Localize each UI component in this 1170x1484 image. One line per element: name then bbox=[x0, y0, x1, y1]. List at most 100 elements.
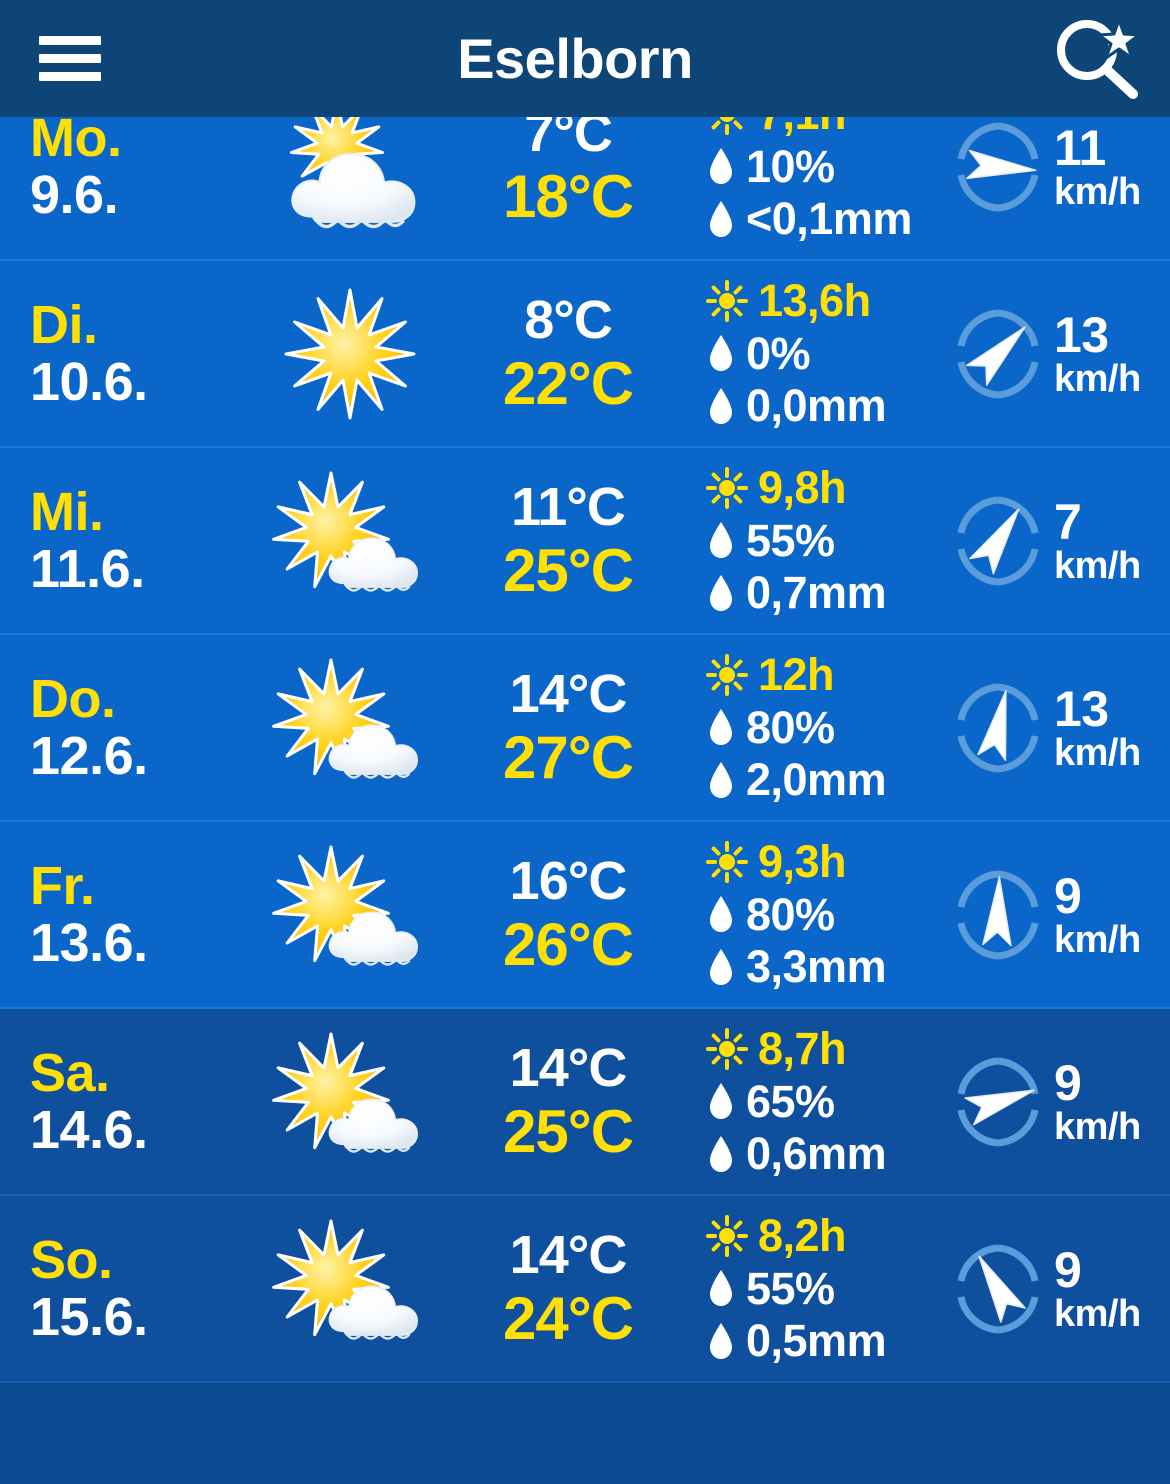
hamburger-menu-icon bbox=[39, 35, 101, 82]
wind-speed-unit: km/h bbox=[1054, 544, 1141, 587]
row-wind-column: 9 km/h bbox=[950, 1243, 1170, 1335]
search-button[interactable] bbox=[1020, 0, 1170, 117]
row-date-column: Mo. 9.6. bbox=[0, 110, 250, 223]
row-details-column: 9,3h 80% 3,3mm bbox=[700, 835, 950, 993]
precip-amount-value: 0,0mm bbox=[746, 380, 887, 432]
sunshine-duration: 9,3h bbox=[706, 835, 950, 887]
date-label: 11.6. bbox=[30, 538, 145, 599]
forecast-row[interactable]: Mi. 11.6. 11°C 25°C 9,8h bbox=[0, 448, 1170, 635]
wind-speed-value: 13 bbox=[1054, 306, 1109, 363]
wind-direction-compass-icon bbox=[957, 496, 1039, 585]
sunshine-duration: 13,6h bbox=[706, 277, 950, 324]
row-date-column: Sa. 14.6. bbox=[0, 1045, 250, 1158]
row-date-column: So. 15.6. bbox=[0, 1232, 250, 1345]
precipitation-probability: 55% bbox=[706, 1262, 950, 1314]
precipitation-amount: 0,7mm bbox=[706, 570, 950, 616]
precip-probability-value: 10% bbox=[746, 140, 835, 192]
row-weather-icon-column bbox=[250, 635, 450, 820]
wind-direction-compass-icon bbox=[957, 1244, 1039, 1333]
forecast-row[interactable]: So. 15.6. 14°C 24°C 8,2h bbox=[0, 1196, 1170, 1383]
precipitation-amount: 0,6mm bbox=[706, 1131, 950, 1177]
wind-direction-compass-icon bbox=[957, 683, 1039, 772]
weekday-label: So. bbox=[30, 1229, 113, 1290]
water-drop-icon bbox=[710, 1323, 732, 1360]
precipitation-amount: 2,0mm bbox=[706, 757, 950, 803]
weekday-label: Mi. bbox=[30, 481, 104, 542]
precip-probability-value: 0% bbox=[746, 327, 811, 379]
wind-text: 13 km/h bbox=[1054, 310, 1141, 398]
water-drop-icon bbox=[710, 949, 732, 986]
precipitation-amount: 0,5mm bbox=[706, 1318, 950, 1364]
water-drop-icon bbox=[710, 148, 732, 185]
temperature-max: 26°C bbox=[502, 911, 634, 979]
forecast-day-list: 8.6. 15°C 4,8mm bbox=[0, 0, 1170, 1383]
row-weather-icon-column bbox=[250, 822, 450, 1007]
forecast-row[interactable]: Do. 12.6. 14°C 27°C 12h bbox=[0, 635, 1170, 822]
row-details-column: 12h 80% 2,0mm bbox=[700, 651, 950, 804]
sun-small-icon bbox=[706, 653, 748, 696]
row-temperature-column: 14°C 24°C bbox=[450, 1225, 700, 1353]
sun-small-icon bbox=[706, 1027, 748, 1070]
row-weather-icon-column bbox=[250, 1009, 450, 1194]
page-title: Eselborn bbox=[457, 27, 693, 90]
menu-button[interactable] bbox=[0, 0, 140, 117]
wind-speed-value: 11 bbox=[1054, 119, 1106, 176]
wind-speed-unit: km/h bbox=[1054, 1292, 1141, 1335]
sunshine-value: 8,7h bbox=[758, 1022, 847, 1074]
date-label: 15.6. bbox=[30, 1286, 148, 1347]
temperature-max: 18°C bbox=[502, 163, 634, 231]
forecast-row[interactable]: Fr. 13.6. 16°C 26°C 9,3h bbox=[0, 822, 1170, 1009]
water-drop-icon bbox=[710, 522, 732, 559]
precip-amount-value: <0,1mm bbox=[746, 193, 912, 245]
water-drop-icon bbox=[710, 1083, 732, 1120]
row-weather-icon-column bbox=[250, 1196, 450, 1381]
weekday-label: Do. bbox=[30, 668, 116, 729]
temperature-min: 16°C bbox=[509, 850, 628, 911]
temperature-min: 8°C bbox=[524, 289, 613, 350]
wind-text: 9 km/h bbox=[1054, 871, 1141, 959]
temperature-min: 14°C bbox=[509, 1224, 628, 1285]
water-drop-icon bbox=[710, 709, 732, 746]
sun-with-cloud-icon bbox=[272, 1219, 418, 1340]
precip-amount-value: 0,5mm bbox=[746, 1315, 887, 1367]
row-wind-column: 13 km/h bbox=[950, 308, 1170, 400]
wind-text: 7 km/h bbox=[1054, 497, 1141, 585]
sunshine-duration: 9,8h bbox=[706, 464, 950, 511]
wind-direction-compass-icon bbox=[957, 1057, 1039, 1146]
wind-speed-value: 9 bbox=[1054, 1241, 1082, 1298]
sun-icon bbox=[284, 288, 416, 419]
row-temperature-column: 14°C 27°C bbox=[450, 664, 700, 792]
temperature-max: 27°C bbox=[502, 724, 634, 792]
wind-speed-unit: km/h bbox=[1054, 1105, 1141, 1148]
temperature-max: 25°C bbox=[502, 537, 634, 605]
water-drop-icon bbox=[710, 335, 732, 372]
water-drop-icon bbox=[710, 388, 732, 425]
row-date-column: Fr. 13.6. bbox=[0, 858, 250, 971]
precipitation-probability: 0% bbox=[706, 327, 950, 379]
temperature-max: 22°C bbox=[502, 350, 634, 418]
wind-speed-unit: km/h bbox=[1054, 731, 1141, 774]
forecast-row[interactable]: Di. 10.6. 8°C 22°C 13,6h bbox=[0, 261, 1170, 448]
forecast-row[interactable]: Sa. 14.6. 14°C 25°C 8,7h bbox=[0, 1009, 1170, 1196]
row-wind-column: 7 km/h bbox=[950, 495, 1170, 587]
wind-speed-value: 7 bbox=[1054, 493, 1082, 550]
sunshine-duration: 8,7h bbox=[706, 1022, 950, 1074]
row-temperature-column: 7°C 18°C bbox=[450, 103, 700, 231]
precipitation-probability: 65% bbox=[706, 1078, 950, 1125]
precip-amount-value: 3,3mm bbox=[746, 941, 887, 993]
row-temperature-column: 16°C 26°C bbox=[450, 851, 700, 979]
precipitation-amount: 0,0mm bbox=[706, 383, 950, 429]
sunshine-value: 9,3h bbox=[758, 835, 847, 887]
water-drop-icon bbox=[710, 762, 732, 799]
sun-with-cloud-icon bbox=[272, 1032, 418, 1153]
weekday-label: Sa. bbox=[30, 1042, 110, 1103]
row-date-column: Do. 12.6. bbox=[0, 671, 250, 784]
precip-probability-value: 55% bbox=[746, 1262, 835, 1314]
date-label: 9.6. bbox=[30, 164, 119, 225]
row-wind-column: 13 km/h bbox=[950, 682, 1170, 774]
wind-speed-unit: km/h bbox=[1054, 918, 1141, 961]
row-wind-column: 11 km/h bbox=[950, 121, 1170, 213]
water-drop-icon bbox=[710, 201, 732, 238]
row-weather-icon-column bbox=[250, 261, 450, 446]
sun-small-icon bbox=[706, 840, 748, 883]
